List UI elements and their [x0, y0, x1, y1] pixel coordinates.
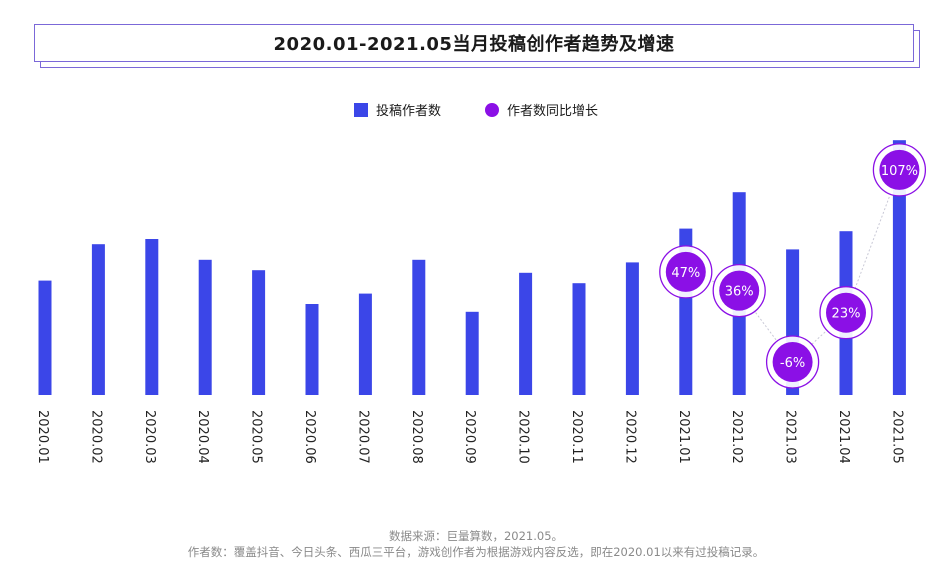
bar-2020.03	[145, 239, 159, 395]
legend-growth-label: 作者数同比增长	[507, 104, 599, 119]
growth-marker-2021.01	[665, 251, 706, 292]
bar-2020.05	[252, 270, 266, 395]
x-tick-label: 2020.10	[516, 410, 531, 464]
growth-data-label: 107%	[881, 164, 918, 179]
growth-marker-2021.04	[826, 292, 866, 333]
chart-title: 2020.01-2021.05当月投稿创作者趋势及增速	[34, 24, 914, 62]
x-tick-label: 2020.04	[195, 410, 210, 464]
bar-2020.04	[198, 259, 212, 395]
x-tick-label: 2020.11	[569, 410, 584, 464]
legend-item-bar: 投稿作者数	[353, 100, 441, 119]
growth-data-label: -6%	[780, 356, 805, 371]
x-tick-label: 2020.02	[88, 410, 103, 464]
x-tick-label: 2021.04	[836, 410, 851, 464]
x-tick-label: 2021.05	[889, 410, 904, 464]
growth-data-label: 47%	[671, 266, 700, 281]
x-tick-label: 2020.03	[142, 410, 157, 464]
x-tick-label: 2020.07	[355, 410, 370, 464]
growth-marker-2021.03	[772, 342, 813, 382]
bar-2020.07	[358, 293, 372, 395]
legend: 投稿作者数 作者数同比增长	[0, 100, 952, 119]
x-tick-label: 2020.05	[249, 410, 264, 464]
bar-2020.12	[625, 262, 639, 395]
growth-marker-2021.02	[719, 270, 760, 311]
x-tick-label: 2020.12	[622, 410, 637, 464]
legend-bar-swatch	[353, 102, 368, 117]
x-tick-label: 2020.06	[302, 410, 317, 464]
x-tick-label: 2021.01	[676, 410, 691, 464]
bar-2020.01	[38, 280, 52, 395]
bar-2020.10	[519, 272, 533, 395]
x-tick-label: 2021.03	[783, 410, 798, 464]
legend-bar-label: 投稿作者数	[375, 104, 441, 119]
x-tick-label: 2020.09	[462, 410, 477, 464]
bar-2021.05	[892, 140, 906, 395]
footer-source: 数据来源：巨量算数，2021.05。	[388, 529, 564, 543]
x-tick-label: 2021.02	[729, 410, 744, 464]
legend-growth-swatch	[485, 102, 499, 117]
bar-2020.11	[572, 283, 586, 395]
growth-data-label: 23%	[832, 307, 861, 322]
bar-2020.09	[465, 311, 479, 395]
x-tick-label: 2020.08	[409, 410, 424, 464]
bar-2020.06	[305, 304, 319, 395]
bar-2020.02	[91, 244, 105, 395]
growth-marker-2021.05	[879, 149, 920, 190]
x-tick-label: 2020.01	[35, 410, 50, 464]
growth-data-label: 36%	[725, 285, 754, 300]
bar-2020.08	[412, 259, 426, 395]
footer-note: 作者数：覆盖抖音、今日头条、西瓜三平台，游戏创作者为根据游戏内容反选，即在202…	[187, 545, 765, 559]
legend-item-growth: 作者数同比增长	[485, 100, 598, 119]
